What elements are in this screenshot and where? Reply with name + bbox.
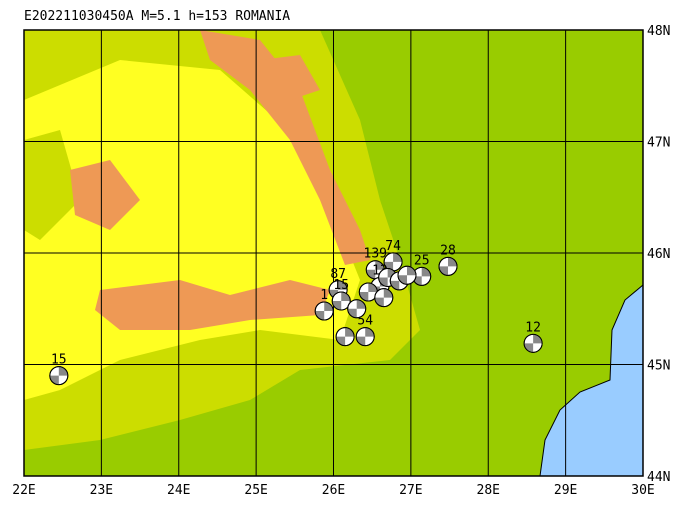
beachball-quadrant xyxy=(439,257,458,276)
beachball-rim xyxy=(397,265,417,285)
lat-tick-label: 44N xyxy=(647,470,670,485)
beachball xyxy=(335,327,355,347)
beachball-quadrant xyxy=(332,291,351,310)
lon-tick-label: 23E xyxy=(90,483,113,498)
event-label: 74 xyxy=(385,239,401,254)
beachball-quadrant xyxy=(329,280,348,299)
beachball-quadrant xyxy=(359,283,378,302)
map-frame xyxy=(23,29,644,477)
event-label: 28 xyxy=(440,243,456,258)
lat-tick-label: 46N xyxy=(647,247,670,262)
beachball xyxy=(374,288,394,308)
beachball-quadrant xyxy=(315,301,334,320)
beachball-rim xyxy=(523,333,543,353)
beachball-rim xyxy=(314,301,334,321)
beachball-rim xyxy=(331,291,351,311)
beachball-rim xyxy=(347,299,367,319)
beachball xyxy=(412,266,432,286)
beachball xyxy=(49,366,69,386)
beachball xyxy=(523,333,543,353)
event-label: 54 xyxy=(357,314,373,329)
beachball-quadrant xyxy=(524,334,543,353)
lon-tick-label: 25E xyxy=(244,483,267,498)
lat-tick-label: 47N xyxy=(647,136,670,151)
map-title: E202211030450A M=5.1 h=153 ROMANIA xyxy=(24,9,290,24)
event-label: 15 xyxy=(51,353,67,368)
event-label: 25 xyxy=(414,253,430,268)
lon-tick-label: 30E xyxy=(631,483,654,498)
lon-tick-label: 27E xyxy=(399,483,422,498)
lat-tick-label: 48N xyxy=(647,24,670,39)
event-label: 15 xyxy=(333,278,349,293)
beachball xyxy=(314,301,334,321)
beachball-quadrant xyxy=(412,267,431,286)
event-label: 87 xyxy=(330,267,346,282)
beachball xyxy=(347,299,367,319)
beachball-quadrant xyxy=(398,266,417,285)
beachball-quadrant xyxy=(347,299,366,318)
beachball-quadrant xyxy=(378,268,397,287)
beachball-rim xyxy=(355,327,375,347)
lon-tick-label: 26E xyxy=(322,483,345,498)
beachball-quadrant xyxy=(356,327,375,346)
lon-tick-label: 28E xyxy=(477,483,500,498)
event-label: 139 xyxy=(364,247,387,262)
lon-tick-label: 24E xyxy=(167,483,190,498)
beachball-quadrant xyxy=(384,252,403,271)
beachball-rim xyxy=(374,288,394,308)
event-label: 1 xyxy=(320,288,328,303)
beachball xyxy=(438,256,458,276)
beachball-quadrant xyxy=(49,366,68,385)
beachball-rim xyxy=(438,256,458,276)
event-label: 12 xyxy=(525,320,541,335)
beachball-quadrant xyxy=(374,288,393,307)
lon-tick-label: 29E xyxy=(554,483,577,498)
lon-tick-label: 22E xyxy=(12,483,35,498)
beachball xyxy=(355,327,375,347)
beachball-rim xyxy=(49,366,69,386)
beachball xyxy=(397,265,417,285)
beachball xyxy=(331,291,351,311)
beachball-rim xyxy=(335,327,355,347)
lat-tick-label: 45N xyxy=(647,359,670,374)
beachball-quadrant xyxy=(366,260,385,279)
beachball-quadrant xyxy=(336,327,355,346)
